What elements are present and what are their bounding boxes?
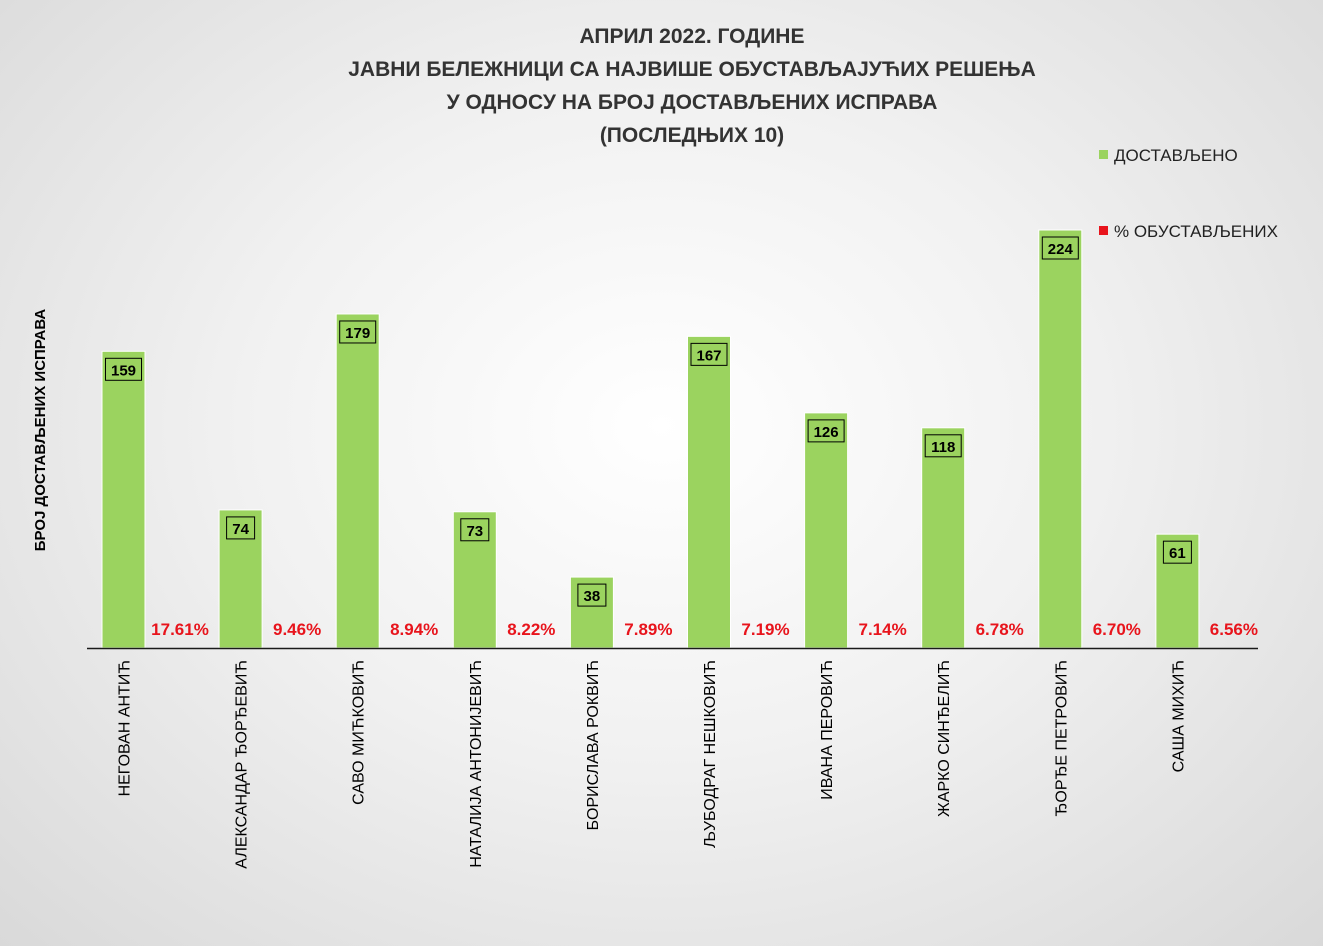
percent-label: 6.78%	[976, 620, 1024, 639]
percent-label: 7.89%	[624, 620, 672, 639]
category-label: АЛЕКСАНДАР ЂОРЂЕВИЋ	[234, 660, 251, 869]
percent-label: 8.22%	[507, 620, 555, 639]
bar-value-box	[226, 516, 256, 540]
legend-swatch	[1099, 226, 1108, 235]
category-label: ЂОРЂЕ ПЕТРОВИЋ	[1053, 660, 1070, 816]
bar-value-box	[339, 320, 377, 344]
bar-value-label: 159	[111, 362, 136, 379]
bar	[101, 350, 146, 649]
bar-value-label: 126	[814, 424, 839, 441]
bar-value-label: 224	[1048, 241, 1074, 258]
percent-label: 6.56%	[1210, 620, 1258, 639]
bar	[335, 313, 380, 649]
percent-label: 6.70%	[1093, 620, 1141, 639]
y-axis-label: БРОЈ ДОСТАВЉЕНИХ ИСПРАВА	[32, 309, 49, 552]
bar-value-box	[577, 583, 607, 607]
percent-label: 17.61%	[151, 620, 209, 639]
percent-label: 9.46%	[273, 620, 321, 639]
category-label: САВО МИЋКОВИЋ	[351, 660, 368, 805]
legend-label: % ОБУСТАВЉЕНИХ	[1114, 222, 1278, 241]
category-label: ИВАНА ПЕРОВИЋ	[819, 660, 836, 800]
bar-value-label: 179	[345, 325, 370, 342]
percent-label: 7.19%	[741, 620, 789, 639]
bar-value-label: 118	[931, 439, 955, 456]
bar-value-label: 73	[466, 523, 483, 540]
bar	[687, 335, 731, 649]
legend-swatch	[1099, 150, 1108, 159]
chart-title-line: АПРИЛ 2022. ГОДИНЕ	[580, 25, 805, 48]
bar-value-box	[460, 518, 490, 542]
legend-label: ДОСТАВЉЕНО	[1114, 146, 1238, 165]
bar-value-box	[1041, 236, 1079, 260]
chart-title-line: У ОДНОСУ НА БРОЈ ДОСТАВЉЕНИХ ИСПРАВА	[447, 91, 938, 114]
bar	[921, 427, 966, 649]
bar-value-label: 167	[696, 347, 721, 364]
category-label: НАТАЛИЈА АНТОНИЈЕВИЋ	[468, 660, 485, 868]
bar-value-box	[924, 434, 962, 458]
category-label: ЉУБОДРАГ НЕШКОВИЋ	[702, 660, 719, 848]
category-label: ЖАРКО СИНЂЕЛИЋ	[936, 660, 953, 817]
category-label: БОРИСЛАВА РОКВИЋ	[585, 660, 602, 830]
bar-value-label: 74	[232, 521, 249, 538]
bar-value-box	[1162, 540, 1192, 564]
bar	[1038, 229, 1083, 649]
bar-value-label: 61	[1169, 545, 1186, 562]
chart-title-line: (ПОСЛЕДЊИХ 10)	[600, 124, 784, 147]
category-label: САША МИХИЋ	[1170, 660, 1187, 772]
bar-value-box	[807, 419, 845, 443]
bar	[804, 412, 849, 649]
percent-label: 7.14%	[858, 620, 906, 639]
category-label: НЕГОВАН АНТИЋ	[117, 660, 134, 796]
bar-value-label: 38	[584, 588, 601, 605]
bar-value-box	[105, 357, 142, 381]
chart-title-line: ЈАВНИ БЕЛЕЖНИЦИ СА НАЈВИШЕ ОБУСТАВЉАЈУЋИ…	[348, 58, 1036, 81]
percent-label: 8.94%	[390, 620, 438, 639]
bar-value-box	[690, 342, 728, 366]
